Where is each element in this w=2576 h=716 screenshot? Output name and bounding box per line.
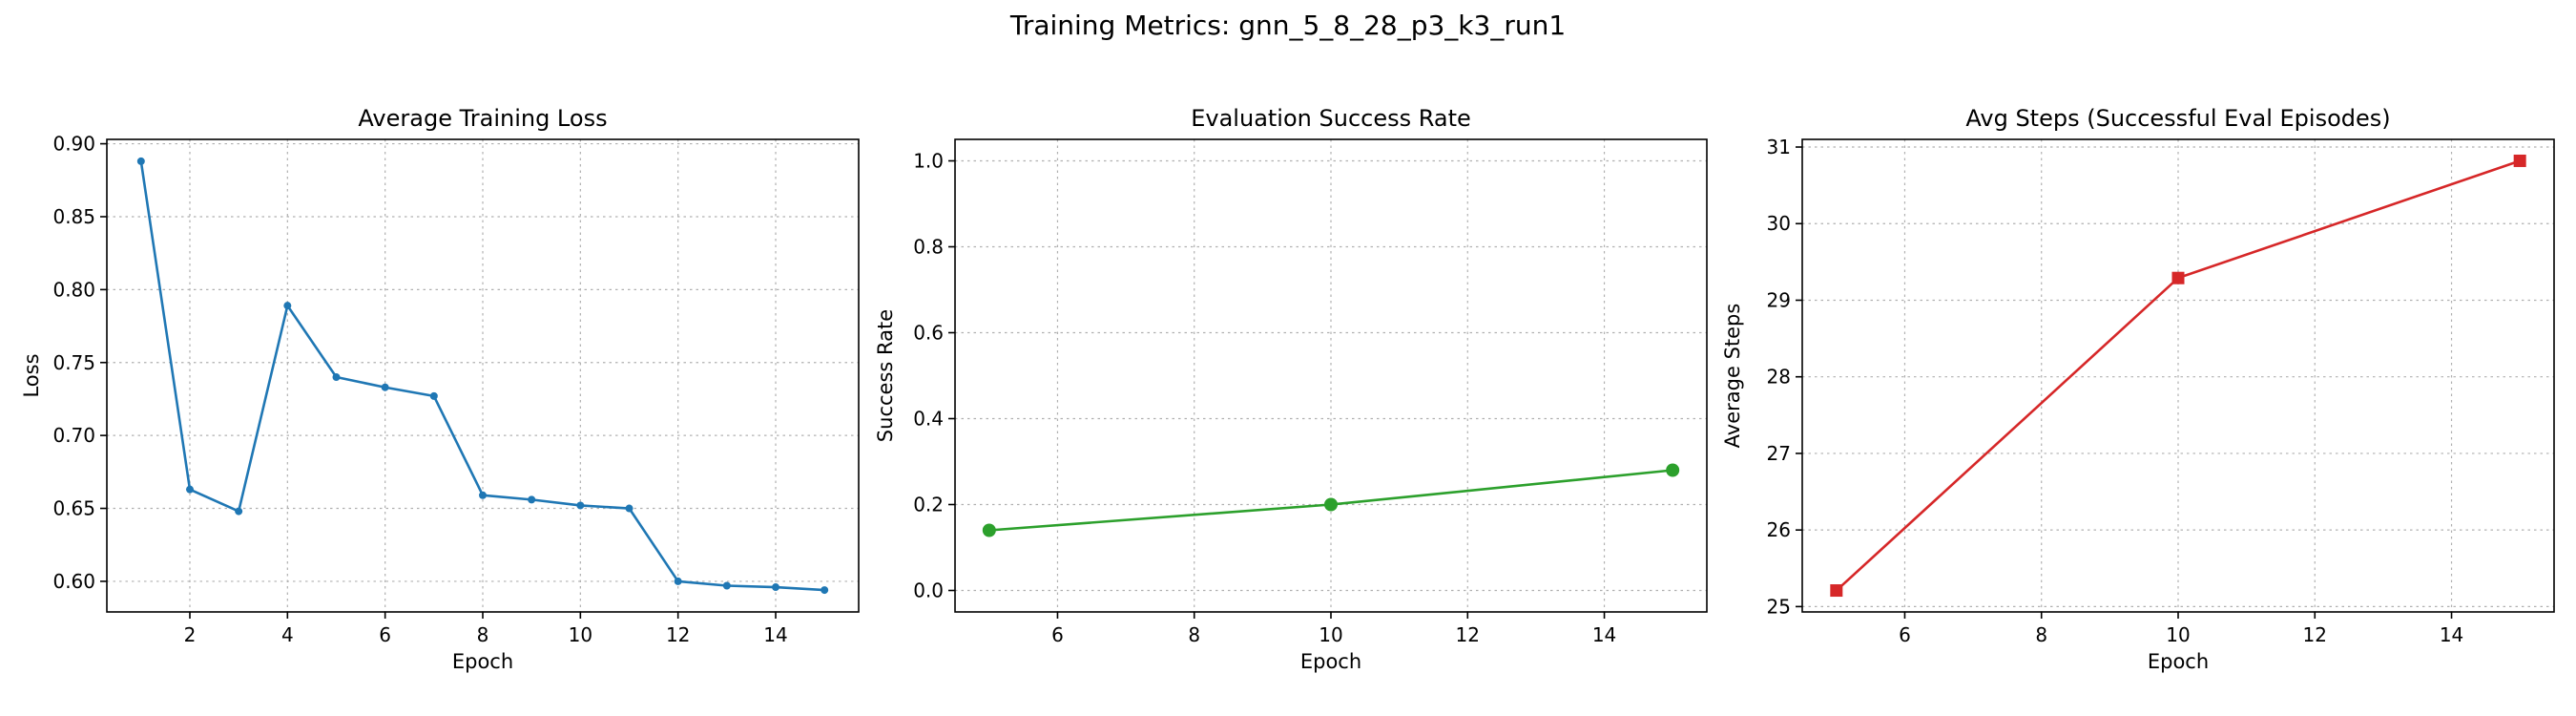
- x-tick-label: 10: [2166, 623, 2190, 646]
- x-tick-label: 14: [763, 623, 787, 646]
- x-tick-label: 8: [1188, 623, 1200, 646]
- y-tick-label: 30: [1767, 212, 1791, 235]
- data-point: [332, 373, 341, 382]
- data-point: [576, 501, 585, 510]
- data-point: [1324, 497, 1338, 512]
- y-tick-label: 0.6: [913, 322, 944, 345]
- chart-average-training-loss: 2 4 6 8 10 12 14 0.60 0.65 0.70 0.75 0.80 0.85 0.90 A…: [20, 105, 860, 673]
- x-axis-label: Epoch: [452, 650, 513, 673]
- data-point: [625, 504, 634, 513]
- data-point: [772, 583, 780, 592]
- y-axis-label: Success Rate: [874, 309, 897, 442]
- x-axis-label: Epoch: [2148, 650, 2209, 673]
- y-tick-label: 0.2: [913, 494, 944, 516]
- y-tick-label: 0.4: [913, 408, 944, 431]
- y-tick-label: 27: [1767, 442, 1791, 465]
- x-tick-label: 6: [1899, 623, 1911, 646]
- y-axis-label: Loss: [20, 353, 43, 397]
- y-tick-label: 0.8: [913, 236, 944, 259]
- y-tick-label: 0.90: [52, 133, 95, 156]
- data-point: [982, 523, 996, 537]
- data-point: [429, 391, 438, 400]
- data-point: [722, 581, 731, 590]
- y-tick-label: 25: [1767, 595, 1791, 618]
- x-axis-label: Epoch: [1300, 650, 1361, 673]
- chart-evaluation-success-rate: 6 8 10 12 14 0.0 0.2 0.4 0.6 0.8 1.0 Evaluation Su…: [874, 105, 1708, 673]
- data-point: [1830, 584, 1843, 598]
- x-tick-label: 8: [2035, 623, 2047, 646]
- x-tick-label: 6: [1051, 623, 1064, 646]
- data-point: [1666, 463, 1680, 477]
- x-tick-label: 8: [477, 623, 489, 646]
- y-tick-label: 0.85: [52, 205, 95, 228]
- y-tick-label: 0.65: [52, 497, 95, 520]
- x-tick-label: 14: [1592, 623, 1616, 646]
- chart-avg-steps: 6 8 10 12 14 25 26 27 28 29 30 31 Avg Steps (Succes…: [1721, 105, 2555, 673]
- data-point: [479, 491, 487, 499]
- x-tick-label: 4: [281, 623, 294, 646]
- x-tick-label: 6: [379, 623, 391, 646]
- data-point: [2171, 271, 2185, 284]
- y-tick-label: 31: [1767, 136, 1791, 158]
- y-tick-label: 0.80: [52, 278, 95, 301]
- x-tick-label: 10: [1319, 623, 1342, 646]
- chart-title: Average Training Loss: [358, 105, 607, 132]
- data-point: [381, 383, 389, 391]
- data-point: [674, 577, 682, 585]
- chart-title: Evaluation Success Rate: [1191, 105, 1471, 132]
- x-tick-label: 10: [569, 623, 592, 646]
- y-tick-label: 29: [1767, 288, 1791, 311]
- y-tick-label: 28: [1767, 366, 1791, 389]
- data-point: [528, 495, 536, 504]
- data-point: [185, 485, 194, 494]
- y-tick-label: 0.70: [52, 424, 95, 447]
- y-tick-label: 0.0: [913, 579, 944, 602]
- x-tick-label: 14: [2440, 623, 2463, 646]
- y-tick-label: 0.60: [52, 570, 95, 593]
- data-point: [2513, 154, 2526, 167]
- chart-title: Avg Steps (Successful Eval Episodes): [1965, 105, 2390, 132]
- plot-area: 2 4 6 8 10 12 14 0.60 0.65 0.70 0.75 0.80 0.85 0.90: [52, 133, 860, 646]
- plot-area: 6 8 10 12 14 25 26 27 28 29 30 31: [1767, 136, 2555, 646]
- y-tick-label: 0.75: [52, 351, 95, 374]
- y-axis-label: Average Steps: [1721, 304, 1744, 449]
- data-point: [821, 586, 829, 595]
- x-tick-label: 2: [184, 623, 197, 646]
- data-point: [283, 302, 292, 310]
- data-point: [235, 507, 243, 516]
- data-point: [136, 157, 145, 165]
- x-tick-label: 12: [2303, 623, 2327, 646]
- x-tick-label: 12: [1456, 623, 1480, 646]
- figure-title: Training Metrics: gnn_5_8_28_p3_k3_run1: [1009, 10, 1566, 41]
- x-tick-label: 12: [666, 623, 690, 646]
- y-tick-label: 26: [1767, 518, 1791, 541]
- y-tick-label: 1.0: [913, 150, 944, 173]
- plot-area: 6 8 10 12 14 0.0 0.2 0.4 0.6 0.8 1.0: [913, 138, 1708, 646]
